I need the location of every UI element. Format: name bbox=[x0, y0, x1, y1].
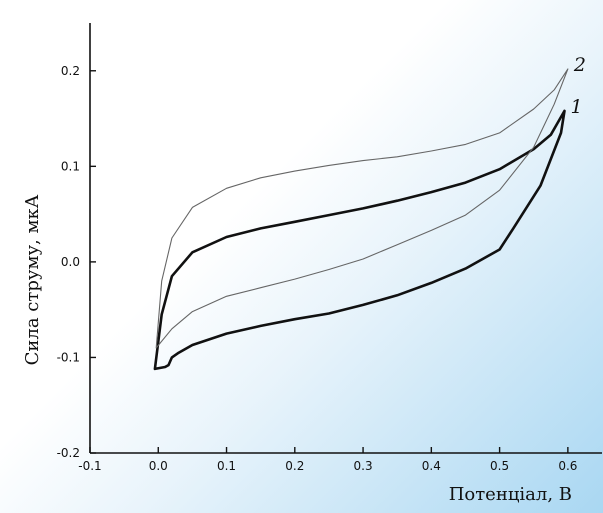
x-tick-label: 0.2 bbox=[285, 459, 304, 473]
x-tick-label: 0.6 bbox=[558, 459, 577, 473]
series-1-line bbox=[153, 109, 566, 371]
series-2-label: 2 bbox=[573, 54, 586, 76]
x-tick-label: 0.1 bbox=[217, 459, 236, 473]
y-tick-label: 0.1 bbox=[61, 159, 80, 173]
x-tick-label: -0.1 bbox=[78, 459, 101, 473]
y-tick-label: -0.2 bbox=[57, 446, 80, 460]
y-tick-label: -0.1 bbox=[57, 350, 80, 364]
series-1-label: 1 bbox=[570, 96, 582, 118]
x-tick-label: 0.3 bbox=[354, 459, 373, 473]
x-tick-label: 0.4 bbox=[422, 459, 441, 473]
y-tick-label: 0.0 bbox=[61, 255, 80, 269]
y-tick-label: 0.2 bbox=[61, 64, 80, 78]
x-tick-label: 0.5 bbox=[490, 459, 509, 473]
y-axis-title: Сила струму, мкА bbox=[22, 194, 43, 365]
x-tick-label: 0.0 bbox=[149, 459, 168, 473]
x-axis-title: Потенціал, В bbox=[449, 484, 572, 505]
series-2-line bbox=[155, 68, 569, 349]
